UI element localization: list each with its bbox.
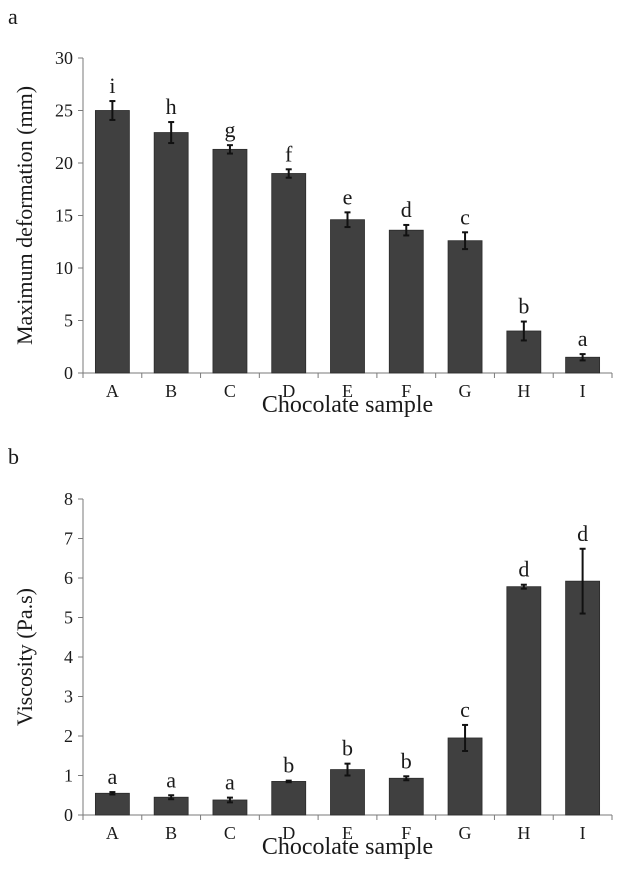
bar xyxy=(388,777,424,816)
x-tick-label: G xyxy=(459,823,472,843)
bar-chart-svg: 0 5 10 15 20 25 30 i Ah Bg Cf De Ed Fc Gb Ha I Chocolate … xyxy=(12,48,613,418)
significance-letter: d xyxy=(518,557,529,582)
x-axis-title: Chocolate sample xyxy=(262,834,433,860)
significance-letter: b xyxy=(401,748,412,773)
bar xyxy=(506,586,542,816)
significance-letter: a xyxy=(108,764,118,789)
x-tick-label: B xyxy=(165,381,177,401)
significance-letter: b xyxy=(342,736,353,761)
y-tick-label: 25 xyxy=(55,101,73,121)
significance-letter: e xyxy=(343,184,353,209)
x-tick-label: G xyxy=(459,381,472,401)
significance-letter: a xyxy=(225,770,235,795)
y-tick-label: 7 xyxy=(64,529,73,549)
significance-letter: b xyxy=(283,753,294,778)
y-tick-label: 5 xyxy=(64,608,73,628)
x-tick-label: F xyxy=(401,823,411,843)
significance-letter: f xyxy=(285,141,293,166)
significance-letter: c xyxy=(460,204,470,229)
bar xyxy=(330,769,365,816)
significance-letter: a xyxy=(578,326,588,351)
panel-label: a xyxy=(8,4,18,29)
x-tick-label: I xyxy=(580,823,586,843)
x-tick-label: H xyxy=(517,823,530,843)
x-tick-label: E xyxy=(342,823,353,843)
bar xyxy=(271,173,307,374)
x-tick-label: C xyxy=(224,381,236,401)
x-tick-label: D xyxy=(282,381,295,401)
y-tick-label: 0 xyxy=(64,805,73,825)
y-tick-label: 6 xyxy=(64,568,73,588)
bar xyxy=(330,219,365,374)
y-tick-label: 20 xyxy=(55,153,73,173)
bar xyxy=(388,229,424,374)
significance-letter: b xyxy=(518,294,529,319)
x-tick-label: H xyxy=(517,381,530,401)
significance-letter: h xyxy=(166,94,177,119)
significance-letter: d xyxy=(401,197,412,222)
y-tick-label: 2 xyxy=(64,726,73,746)
x-tick-label: A xyxy=(106,823,119,843)
x-tick-label: D xyxy=(282,823,295,843)
x-tick-label: E xyxy=(342,381,353,401)
bar xyxy=(447,240,483,374)
significance-letter: c xyxy=(460,697,470,722)
bar xyxy=(212,148,248,374)
bar xyxy=(94,110,130,374)
bar xyxy=(565,580,601,816)
significance-letter: d xyxy=(577,521,588,546)
y-axis-title: Maximum deformation (mm) xyxy=(12,86,37,345)
bar-chart-svg: 0 1 2 3 4 5 6 7 8 a Aa Ba Cb Db Eb Fc Gd Hd I Chocolate sam… xyxy=(12,489,613,860)
significance-letter: a xyxy=(166,767,176,792)
y-tick-label: 0 xyxy=(64,363,73,383)
y-tick-label: 4 xyxy=(64,647,73,667)
x-tick-label: I xyxy=(580,381,586,401)
bar xyxy=(94,792,130,816)
significance-letter: g xyxy=(224,117,235,142)
y-tick-label: 3 xyxy=(64,687,73,707)
panel-label: b xyxy=(8,444,19,469)
bar xyxy=(153,132,189,374)
x-tick-label: C xyxy=(224,823,236,843)
x-axis-title: Chocolate sample xyxy=(262,392,433,418)
y-tick-label: 10 xyxy=(55,258,73,278)
y-tick-label: 8 xyxy=(64,489,73,509)
y-tick-label: 1 xyxy=(64,766,73,786)
y-tick-label: 30 xyxy=(55,48,73,68)
significance-letter: i xyxy=(109,73,115,98)
x-tick-label: A xyxy=(106,381,119,401)
y-tick-label: 5 xyxy=(64,311,73,331)
bar xyxy=(271,781,307,816)
y-tick-label: 15 xyxy=(55,206,73,226)
x-tick-label: B xyxy=(165,823,177,843)
y-axis-title: Viscosity (Pa.s) xyxy=(12,588,37,726)
x-tick-label: F xyxy=(401,381,411,401)
